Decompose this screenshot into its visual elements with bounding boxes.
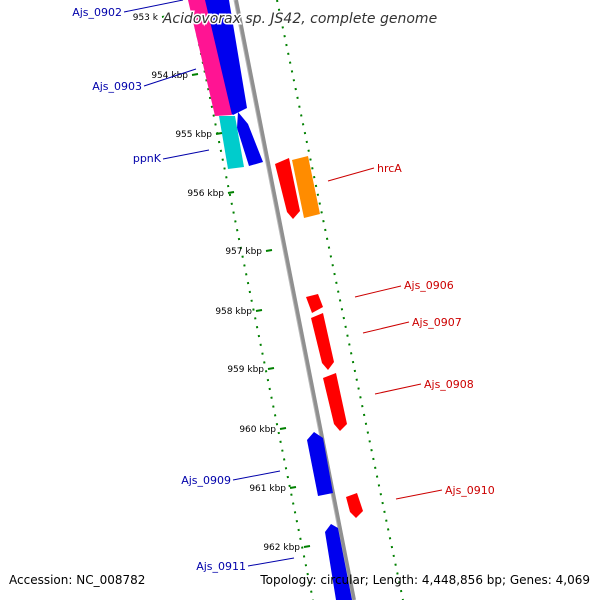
tick-mark [191,73,199,76]
gene-Ajs_0908[interactable] [323,373,347,431]
tick-labels: 953 k 954 kbp 955 kbp 956 kbp 957 kbp 958 kbp… [133,13,301,553]
gene-label-Ajs_0908[interactable]: Ajs_0908 [424,378,474,391]
gene-label-hrcA[interactable]: hrcA [377,162,402,175]
feature-pink [188,0,232,116]
tick-mark [289,486,297,489]
gene-Ajs_0910[interactable] [346,493,363,518]
label-leader-Ajs_0903 [143,68,197,87]
genome-summary-text: Topology: circular; Length: 4,448,856 bp… [260,573,590,587]
tick-mark [161,15,169,18]
genome-backbone [234,0,356,600]
gene-label-Ajs_0911[interactable]: Ajs_0911 [196,560,246,573]
tick-label: 953 k [133,13,159,23]
tick-label: 958 kbp [215,307,252,317]
gene-Ajs_0906[interactable] [306,294,323,313]
gene-label-Ajs_0903[interactable]: Ajs_0903 [92,80,142,93]
feature-orange [292,156,320,218]
gene-ppnK[interactable] [237,112,263,166]
tick-mark [303,545,311,548]
tick-mark [227,191,235,194]
map-title: Acidovorax sp. JS42, complete genome [162,11,437,27]
tick-label: 956 kbp [187,189,224,199]
gene-label-Ajs_0902[interactable]: Ajs_0902 [72,6,122,19]
label-leader-Ajs_0907 [362,321,410,334]
tick-mark [215,132,223,135]
tick-label: 954 kbp [151,71,188,81]
gene-Ajs_0907[interactable] [311,313,334,370]
label-leader-ppnK [162,149,210,160]
tick-label: 957 kbp [225,247,262,257]
gene-labels: Ajs_0902 Ajs_0903 ppnK hrcA Ajs_0906 Ajs_0907… [72,0,495,573]
gene-hrcA[interactable] [275,158,300,219]
gene-label-Ajs_0909[interactable]: Ajs_0909 [181,474,231,487]
label-leader-Ajs_0908 [374,383,422,395]
feature-cyan [219,116,244,169]
gene-label-Ajs_0906[interactable]: Ajs_0906 [404,279,454,292]
tick-ring-outer [276,0,404,600]
gene-Ajs_0909[interactable] [307,432,333,496]
gene-label-ppnK[interactable]: ppnK [133,152,162,165]
tick-ring-inner [189,0,314,600]
gene-label-Ajs_0910[interactable]: Ajs_0910 [445,484,495,497]
tick-marks [161,15,311,548]
label-leader-Ajs_0911 [247,557,295,567]
tick-label: 959 kbp [227,365,264,375]
label-leader-Ajs_0902 [123,0,184,13]
gene-Ajs_0902[interactable] [204,0,247,115]
gene-label-Ajs_0907[interactable]: Ajs_0907 [412,316,462,329]
accession-text: Accession: NC_008782 [9,573,146,587]
tick-mark [279,427,287,430]
label-leader-Ajs_0906 [354,285,402,298]
tick-mark [255,309,263,312]
label-leader-Ajs_0909 [232,470,281,481]
tick-label: 960 kbp [239,425,276,435]
tick-mark [265,249,273,252]
tick-label: 961 kbp [249,484,286,494]
label-leader-hrcA [327,167,375,182]
tick-label: 962 kbp [263,543,300,553]
gene-Ajs_0911[interactable] [325,524,352,600]
label-leader-Ajs_0910 [395,489,443,500]
tick-mark [267,367,275,370]
tick-label: 955 kbp [175,130,212,140]
